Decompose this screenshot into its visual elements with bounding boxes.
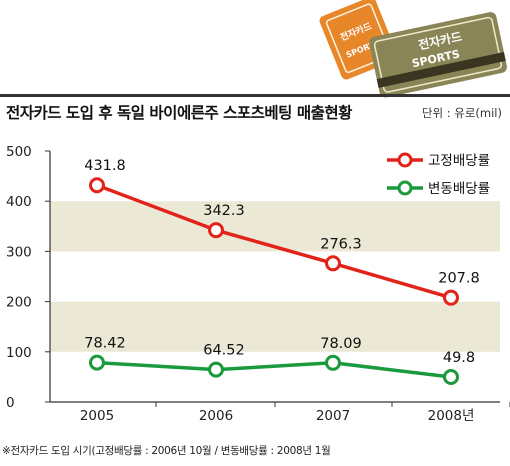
data-point — [443, 369, 459, 386]
y-tick-label: 100 — [6, 345, 32, 361]
legend-swatch-marker — [397, 180, 413, 196]
data-label: 64.52 — [203, 343, 245, 359]
x-tick-label: 2005 — [80, 408, 114, 424]
header-rule — [0, 94, 510, 97]
unit-label: 단위 : 유로(mil) — [421, 106, 502, 120]
data-label: 342.3 — [203, 203, 245, 219]
y-tick-label: 300 — [6, 244, 32, 260]
data-point — [325, 255, 341, 272]
y-tick-label: 400 — [6, 194, 32, 210]
data-point — [443, 289, 459, 306]
series-line-2 — [96, 360, 452, 379]
y-tick-label: 200 — [6, 295, 32, 311]
series-layer: 431.8 342.3 276.3 207.8 78.42 64.52 78.09 49.8 — [84, 158, 480, 386]
data-label: 49.8 — [443, 350, 475, 366]
card-olive-illustration: 전자카드 SPORTS — [369, 12, 507, 98]
data-label: 207.8 — [438, 271, 480, 287]
data-label: 276.3 — [320, 236, 362, 252]
data-point — [208, 222, 224, 239]
grid-band — [50, 301, 500, 352]
data-label: 78.09 — [320, 336, 362, 352]
legend-label: 변동배당률 — [428, 181, 490, 197]
grid-bands — [50, 201, 500, 352]
x-tick-label: 2006 — [199, 408, 233, 424]
series-line-1 — [96, 183, 452, 300]
data-label: 78.42 — [84, 336, 126, 352]
data-point — [325, 354, 341, 371]
data-point — [89, 177, 105, 194]
footnote: ※전자카드 도입 시기(고정배당률 : 2006년 10월 / 변동배당률 : … — [2, 445, 331, 457]
x-tick-label: 2008년 — [428, 408, 475, 424]
axes: 0 100 200 300 400 500 2005 2006 2007 2008년 — [6, 144, 510, 424]
data-point — [208, 361, 224, 378]
y-tick-label: 500 — [6, 144, 32, 160]
grid-band — [50, 201, 500, 252]
chart-title: 전자카드 도입 후 독일 바이에른주 스포츠베팅 매출현황 — [6, 104, 352, 122]
data-label: 431.8 — [84, 158, 126, 174]
y-tick-label: 0 — [6, 395, 15, 411]
data-point — [89, 354, 105, 371]
x-tick-label: 2007 — [316, 408, 350, 424]
legend-label: 고정배당률 — [428, 153, 490, 169]
legend-swatch-marker — [397, 152, 413, 168]
